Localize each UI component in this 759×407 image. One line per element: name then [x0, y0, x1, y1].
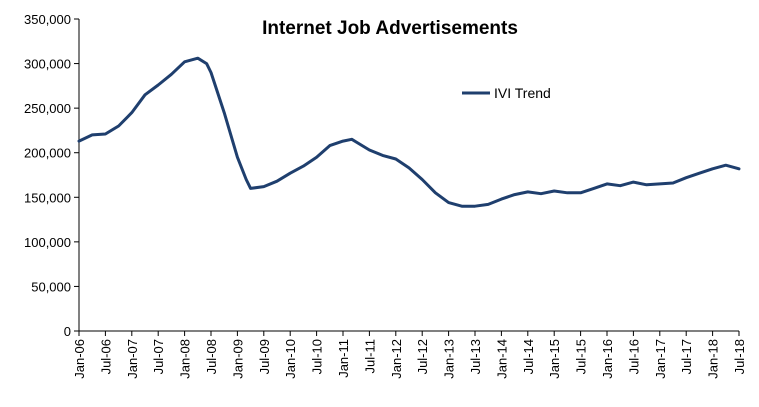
- x-tick-label: Jan-17: [653, 339, 668, 379]
- y-axis: 0 50,000 100,000 150,000 200,000 250,000 300,0…: [24, 12, 80, 339]
- y-tick-label: 150,000: [24, 190, 71, 205]
- x-tick-label: Jan-13: [442, 339, 457, 379]
- x-tick-label: Jul-16: [626, 339, 641, 374]
- y-tick-label: 50,000: [31, 279, 71, 294]
- x-tick-label: Jul-15: [574, 339, 589, 374]
- y-tick-label: 100,000: [24, 235, 71, 250]
- x-tick-label: Jan-12: [389, 339, 404, 379]
- x-tick-label: Jul-07: [151, 339, 166, 374]
- legend-label-ivi-trend: IVI Trend: [494, 85, 551, 101]
- x-tick-label: Jan-16: [600, 339, 615, 379]
- y-tick-label: 250,000: [24, 101, 71, 116]
- y-tick-label: 350,000: [24, 12, 71, 27]
- x-tick-label: Jan-11: [336, 339, 351, 378]
- series-layer: [77, 56, 741, 208]
- y-tick-label: 300,000: [24, 57, 71, 72]
- series-line-ivi-trend: [77, 56, 741, 208]
- x-tick-label: Jul-14: [521, 339, 536, 374]
- x-tick-label: Jan-10: [283, 339, 298, 379]
- x-tick-label: Jan-09: [230, 339, 245, 379]
- x-tick-label: Jul-17: [679, 339, 694, 374]
- x-tick-label: Jul-13: [468, 339, 483, 374]
- x-tick-label: Jul-09: [257, 339, 272, 374]
- legend: IVI Trend: [462, 85, 551, 101]
- x-tick-label: Jul-11: [362, 339, 377, 373]
- x-tick-label: Jul-06: [98, 339, 113, 374]
- chart-title: Internet Job Advertisements: [262, 18, 518, 39]
- y-tick-label: 200,000: [24, 146, 71, 161]
- x-axis: Jan-06 Jul-06 Jan-07 Jul-07 Jan-08 Jul-08 Jan-…: [72, 330, 747, 379]
- x-tick-label: Jan-07: [125, 339, 140, 379]
- x-tick-label: Jul-10: [310, 339, 325, 374]
- x-tick-label: Jan-14: [494, 339, 509, 379]
- x-tick-label: Jan-08: [178, 339, 193, 379]
- x-tick-label: Jul-08: [204, 339, 219, 374]
- x-tick-label: Jul-12: [415, 339, 430, 374]
- x-tick-label: Jan-18: [706, 339, 721, 379]
- x-tick-label: Jul-18: [732, 339, 747, 374]
- y-tick-label: 0: [64, 324, 71, 339]
- x-tick-label: Jan-15: [547, 339, 562, 379]
- x-tick-label: Jan-06: [72, 339, 87, 379]
